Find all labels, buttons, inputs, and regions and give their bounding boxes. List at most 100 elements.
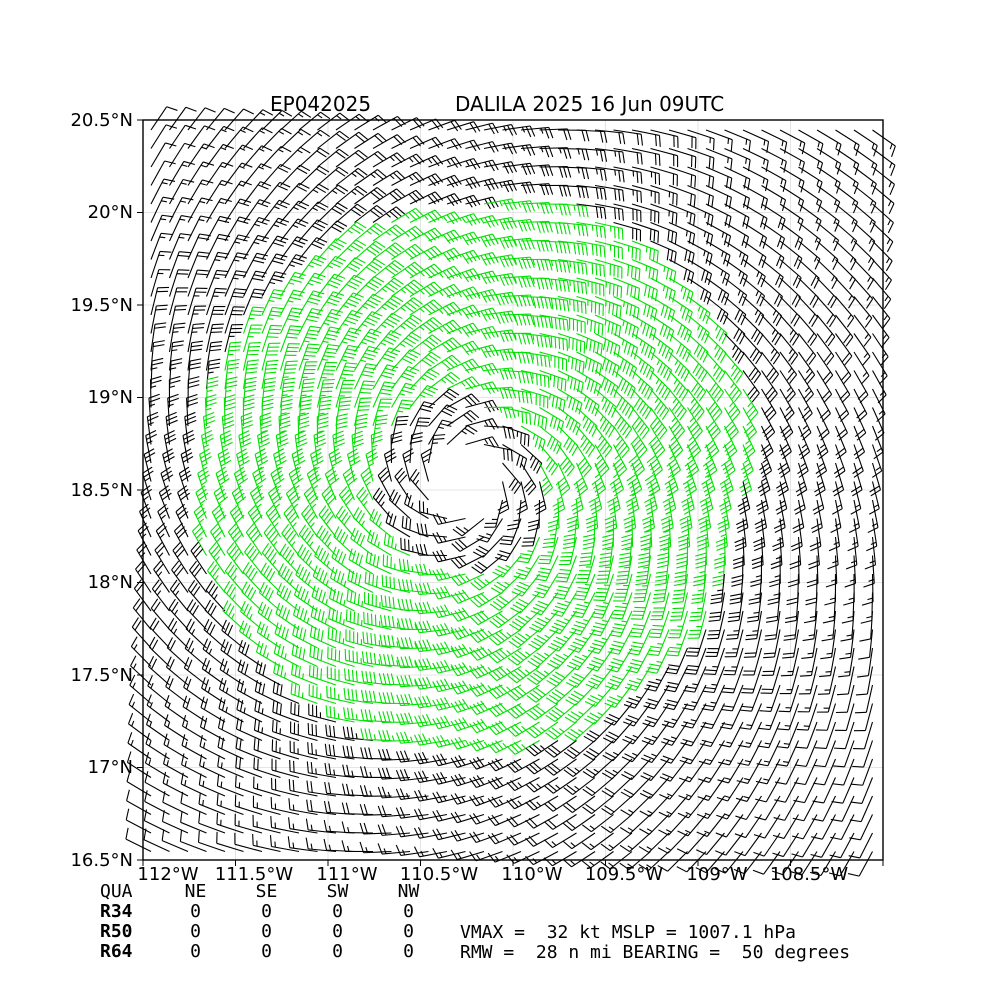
barb-half-feather — [226, 371, 233, 374]
barb-shaft — [446, 340, 474, 353]
barb-feather — [684, 309, 690, 321]
barb-feather — [580, 556, 592, 559]
barb-feather — [450, 231, 459, 241]
barb-half-feather — [297, 149, 303, 154]
barb-feather — [778, 489, 789, 497]
wind-barb — [317, 255, 346, 279]
barb-feather — [619, 556, 631, 560]
wind-barb — [650, 296, 676, 323]
barb-feather — [431, 156, 440, 167]
barb-feather — [216, 269, 229, 273]
barb-feather — [163, 178, 176, 182]
wind-barb — [370, 430, 383, 464]
barb-feather — [578, 403, 583, 415]
barb-shaft — [576, 370, 601, 386]
barb-shaft — [298, 129, 321, 149]
wind-barb — [613, 314, 639, 340]
barb-feather — [395, 206, 406, 215]
wind-barb — [816, 296, 837, 328]
wind-barb — [150, 340, 165, 371]
barb-half-feather — [298, 430, 305, 434]
barb-feather — [734, 350, 742, 361]
barb-feather — [507, 311, 513, 323]
barb-shaft — [354, 276, 375, 297]
wind-barb — [354, 276, 385, 297]
barb-shaft — [316, 534, 337, 556]
barb-shaft — [409, 385, 428, 408]
barb-feather — [728, 216, 732, 228]
barb-feather — [454, 156, 462, 167]
wind-barb — [149, 375, 162, 408]
barb-feather — [350, 208, 361, 217]
barb-feather — [480, 236, 488, 248]
barb-feather — [290, 311, 302, 314]
barb-feather — [387, 282, 398, 291]
barb-feather — [245, 376, 257, 381]
wind-barb — [150, 142, 177, 168]
wind-barb — [191, 522, 207, 556]
wind-barb — [335, 149, 368, 168]
wind-barb — [816, 333, 835, 366]
barb-feather — [317, 201, 329, 208]
barb-feather — [773, 293, 780, 305]
wind-barb — [798, 370, 814, 403]
barb-feather — [574, 359, 578, 371]
barb-feather — [234, 273, 246, 277]
barb-feather — [783, 409, 793, 419]
barb-feather — [205, 402, 217, 407]
barb-feather — [421, 404, 434, 409]
barb-shaft — [243, 253, 258, 279]
wind-barb — [142, 466, 154, 501]
barb-feather — [674, 450, 684, 459]
barb-shaft — [224, 306, 234, 334]
barb-feather — [737, 353, 745, 364]
barb-feather — [694, 430, 703, 440]
barb-feather — [640, 191, 642, 203]
wind-barb — [576, 351, 603, 376]
barb-feather — [333, 434, 345, 440]
barb-half-feather — [705, 455, 711, 460]
wind-barb — [724, 203, 750, 229]
barb-feather — [833, 240, 840, 251]
barb-shaft — [298, 361, 307, 390]
barb-half-feather — [877, 428, 883, 434]
barb-half-feather — [640, 321, 643, 327]
barb-feather — [753, 373, 762, 384]
wind-barb — [737, 481, 751, 515]
barb-shaft — [761, 129, 787, 143]
barb-feather — [421, 359, 432, 367]
barb-feather — [689, 193, 693, 206]
barb-feather — [599, 188, 603, 200]
barb-feather — [361, 373, 373, 378]
barb-half-feather — [888, 200, 892, 207]
barb-feather — [164, 430, 175, 436]
barb-feather — [516, 504, 527, 511]
barb-feather — [393, 277, 404, 285]
barb-feather — [806, 374, 816, 385]
barb-shaft — [742, 314, 764, 336]
barb-feather — [426, 285, 436, 295]
barb-feather — [180, 448, 192, 455]
barb-half-feather — [671, 417, 677, 423]
barb-feather — [752, 351, 760, 362]
barb-feather — [442, 289, 451, 299]
barb-feather — [182, 456, 194, 463]
wind-barb — [317, 220, 348, 242]
barb-feather — [251, 488, 262, 498]
barb-shaft — [779, 499, 786, 528]
barb-shaft — [391, 243, 416, 260]
barb-half-feather — [259, 112, 266, 116]
wind-barb — [520, 295, 553, 309]
wind-barb — [372, 152, 406, 168]
barb-shaft — [557, 388, 583, 404]
barb-feather — [336, 413, 348, 418]
wind-barb — [827, 536, 839, 570]
barb-shaft — [742, 388, 759, 413]
barb-feather — [592, 341, 596, 353]
barb-feather — [263, 389, 275, 393]
barb-shaft — [760, 444, 773, 471]
barb-half-feather — [239, 165, 245, 169]
barb-feather — [740, 253, 746, 266]
barb-feather — [148, 393, 160, 399]
wind-barb — [650, 147, 679, 168]
